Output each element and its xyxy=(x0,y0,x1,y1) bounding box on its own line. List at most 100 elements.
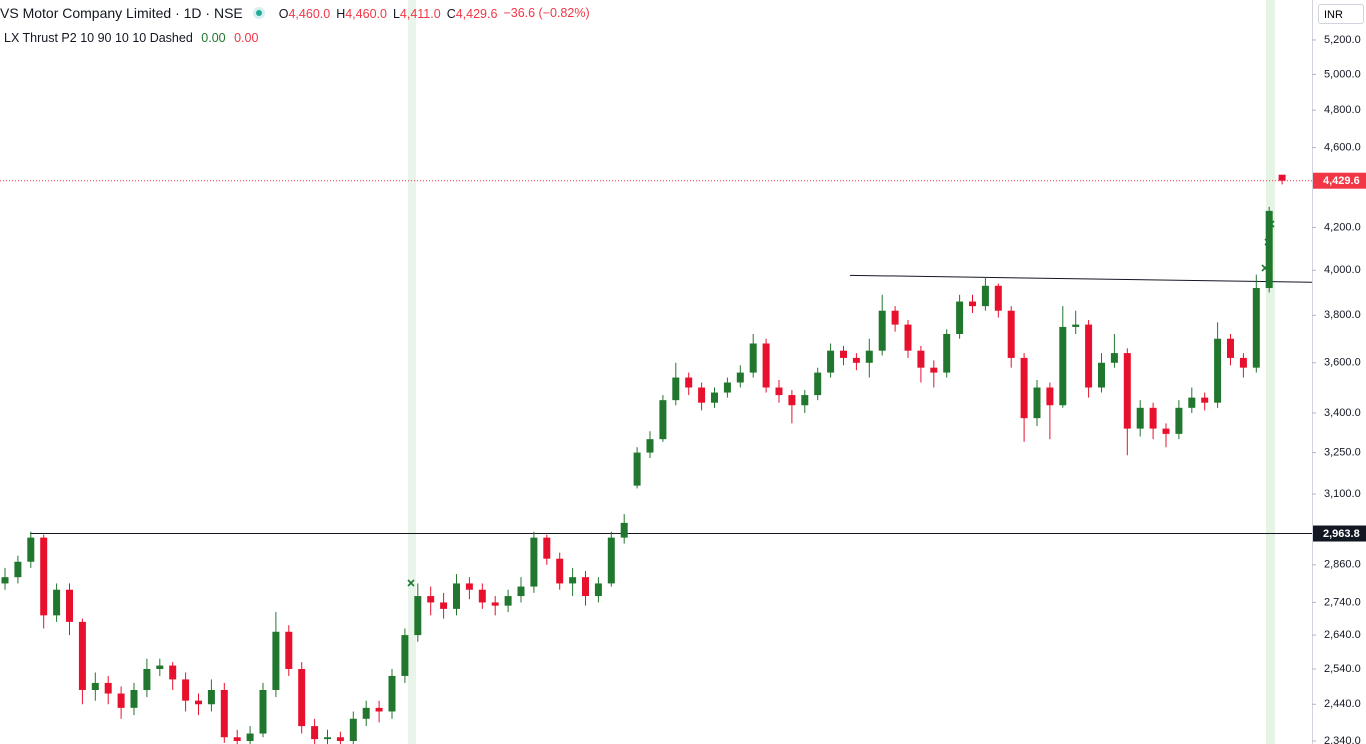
candle-body xyxy=(272,631,280,690)
y-tick-label: 5,200.0 xyxy=(1324,34,1361,46)
change-label: −36.6 (−0.82%) xyxy=(503,6,590,20)
candle-body xyxy=(1252,288,1260,368)
indicator-value: 0.00 xyxy=(234,31,259,45)
candle-body xyxy=(1033,387,1041,419)
candle-body xyxy=(1020,357,1028,419)
candle-body xyxy=(827,350,835,373)
y-tick-label: 2,860.0 xyxy=(1324,559,1361,571)
candle-body xyxy=(981,285,989,307)
candle-body xyxy=(711,392,718,403)
candle-body xyxy=(182,679,190,701)
session-band xyxy=(408,0,416,744)
candle-body xyxy=(762,343,770,388)
candle-body xyxy=(1136,407,1144,429)
candle-body xyxy=(233,737,241,741)
candle-body xyxy=(1,577,9,584)
candle-body xyxy=(1214,338,1222,403)
candle-body xyxy=(788,395,796,406)
candle-body xyxy=(672,377,680,401)
candle-body xyxy=(840,350,847,358)
candle-body xyxy=(878,310,886,351)
candle-body xyxy=(556,558,564,584)
y-tick-label: 3,400.0 xyxy=(1324,407,1361,419)
candle-body xyxy=(91,682,99,690)
candle-body xyxy=(207,689,215,705)
candle-body xyxy=(285,631,293,669)
candle-body xyxy=(465,583,473,590)
y-tick-label: 2,740.0 xyxy=(1324,596,1361,608)
y-tick-label: 3,600.0 xyxy=(1324,357,1361,369)
candle-body xyxy=(156,665,164,669)
candle-body xyxy=(607,537,615,584)
candle-body xyxy=(491,602,499,606)
candle-body xyxy=(1007,310,1015,358)
candle-body xyxy=(594,583,602,597)
trendline xyxy=(849,274,1313,283)
ohlc-key: L xyxy=(392,7,400,21)
candle-body xyxy=(53,589,61,616)
candle-body xyxy=(478,589,486,603)
candle-body xyxy=(1110,353,1118,363)
candle-body xyxy=(930,367,938,373)
candle-body xyxy=(104,682,112,694)
y-tick-label: 5,000.0 xyxy=(1324,68,1361,80)
y-tick-label: 2,440.0 xyxy=(1324,698,1361,710)
ohlc-value: 4,429.6 xyxy=(455,7,498,21)
y-tick-label: 2,340.0 xyxy=(1324,735,1361,744)
candle-body xyxy=(852,357,860,363)
candle-body xyxy=(1085,324,1093,388)
candle-body xyxy=(994,285,1002,311)
candle-body xyxy=(1188,397,1196,408)
signal-marker xyxy=(1264,238,1272,246)
ohlc-key: C xyxy=(446,7,456,21)
ohlc-key: H xyxy=(336,7,346,21)
candle-body xyxy=(220,689,228,738)
candle-body xyxy=(1227,338,1234,358)
y-tick-label: 4,600.0 xyxy=(1324,141,1361,153)
candle-body xyxy=(685,377,693,388)
candle-body xyxy=(1265,210,1273,289)
candle-body xyxy=(543,537,551,559)
candle-body xyxy=(66,589,73,622)
candle-body xyxy=(1123,353,1131,429)
candle-body xyxy=(117,693,125,708)
candle-body xyxy=(865,350,873,363)
price-axis: 5,200.0 5,000.0 4,800.0 4,600.0 4,200.0 4,000… xyxy=(1312,34,1366,744)
y-tick-label: 3,100.0 xyxy=(1324,488,1361,500)
indicator-name: LX Thrust P2 10 90 10 10 Dashed xyxy=(4,31,193,45)
hline-label-bg xyxy=(1313,525,1366,542)
last-price-label-bg xyxy=(1313,172,1366,189)
candle-body xyxy=(504,596,512,606)
candle-body xyxy=(749,343,757,373)
ohlc-value: 4,411.0 xyxy=(399,7,441,21)
y-tick-label: 3,250.0 xyxy=(1324,446,1361,458)
candle-body xyxy=(169,665,177,680)
candle-body xyxy=(969,301,976,307)
candle-body xyxy=(569,577,577,584)
candle-body xyxy=(27,537,35,562)
currency-button[interactable]: INR xyxy=(1318,4,1364,24)
candle-body xyxy=(1046,387,1054,406)
y-tick-label: 4,000.0 xyxy=(1324,264,1361,276)
candle-body xyxy=(917,350,925,368)
signal-marker xyxy=(1261,264,1269,272)
candle-body xyxy=(1149,407,1157,429)
candle-body xyxy=(517,586,525,597)
candle-body xyxy=(375,707,383,712)
candle-body xyxy=(336,737,344,741)
candle-body xyxy=(646,439,654,453)
chart-title: VS Motor Company Limited · 1D · NSE xyxy=(0,5,243,21)
hline-label: 2,963.8 xyxy=(1323,528,1360,540)
candle-body xyxy=(311,726,319,740)
y-tick-label: 2,540.0 xyxy=(1324,663,1361,675)
candle-body xyxy=(814,372,822,396)
candle-body xyxy=(130,689,138,708)
plot-area xyxy=(0,174,1313,744)
candle-body xyxy=(633,452,641,486)
candle-body xyxy=(298,668,306,727)
candle-body xyxy=(1175,407,1183,434)
ohlc-key: O xyxy=(278,7,289,21)
candle-body xyxy=(453,583,460,609)
